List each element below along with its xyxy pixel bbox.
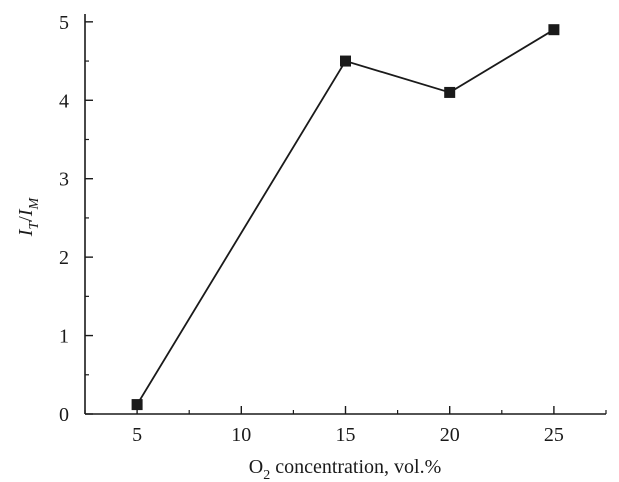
x-tick-label: 15 — [336, 424, 356, 446]
x-tick-label: 25 — [544, 424, 564, 446]
x-tick-label: 10 — [231, 424, 251, 446]
y-tick-label: 4 — [59, 90, 69, 112]
series-line — [136, 28, 555, 406]
data-point-marker — [548, 24, 560, 36]
y-tick-label: 0 — [59, 404, 69, 426]
x-tick-label: 5 — [132, 424, 142, 446]
plot-area — [84, 14, 606, 415]
data-point-marker — [340, 55, 351, 67]
series-layer — [131, 24, 560, 411]
y-tick-label: 3 — [59, 169, 69, 191]
y-ticks: 0 1 2 3 4 5 — [59, 12, 93, 426]
x-tick-label: 20 — [440, 424, 460, 446]
x-ticks: 5 10 15 20 25 — [84, 406, 607, 446]
y-tick-label: 2 — [59, 247, 69, 269]
x-axis-title: O2 concentration, vol.% — [249, 456, 442, 482]
y-tick-label: 5 — [59, 12, 69, 34]
y-tick-label: 1 — [59, 326, 69, 348]
data-point-marker — [444, 86, 456, 98]
data-point-marker — [131, 399, 143, 411]
y-axis-title: IT/IM — [15, 196, 42, 237]
